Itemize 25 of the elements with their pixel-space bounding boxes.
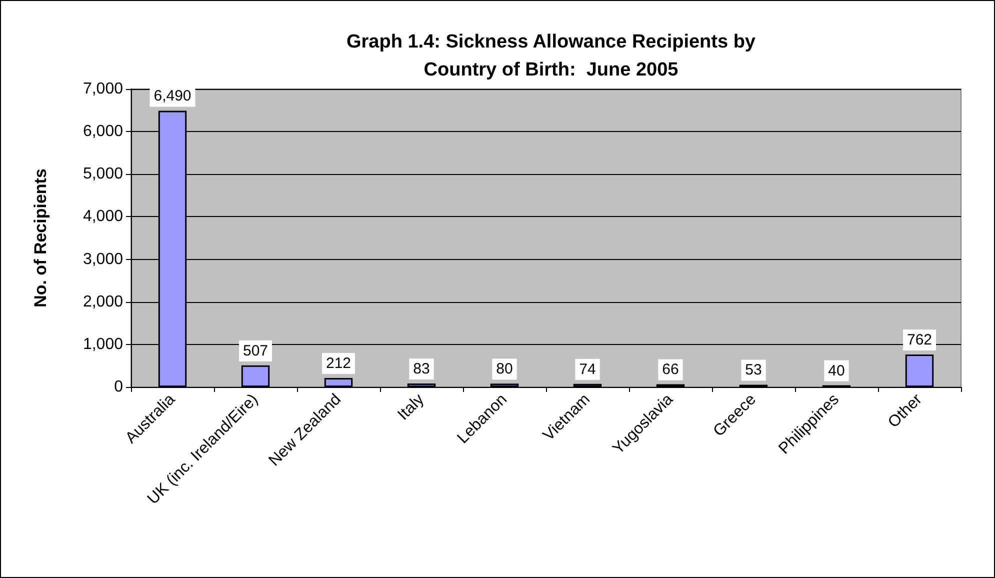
y-tick-label: 2,000 — [82, 293, 124, 310]
y-tick-label: 7,000 — [82, 80, 124, 98]
data-label: 40 — [828, 362, 845, 380]
y-tick-label: 3,000 — [82, 250, 124, 268]
y-tick-label: 6,000 — [82, 123, 124, 140]
data-label: 83 — [413, 360, 430, 378]
y-tick-label: 5,000 — [82, 166, 124, 183]
bar — [241, 365, 270, 387]
data-label: 80 — [496, 360, 513, 378]
bar — [324, 378, 353, 387]
data-label: 762 — [906, 332, 932, 349]
chart-title: Graph 1.4: Sickness Allowance Recipients by Country of Birth: June 2005 — [346, 32, 756, 80]
bar — [905, 354, 934, 387]
x-tick-label: Italy — [394, 390, 428, 424]
data-label: 6,490 — [154, 88, 192, 105]
y-tick-label: 0 — [114, 378, 124, 396]
y-tick-label: 1,000 — [82, 336, 124, 353]
data-label: 53 — [745, 362, 762, 379]
data-label: 507 — [242, 342, 268, 360]
data-label: 74 — [579, 360, 596, 378]
bar — [407, 383, 436, 387]
data-label: 212 — [326, 354, 352, 372]
y-axis-title: No. of Recipients — [31, 168, 50, 308]
y-tick-label: 4,000 — [82, 208, 124, 226]
data-label: 66 — [662, 361, 679, 378]
